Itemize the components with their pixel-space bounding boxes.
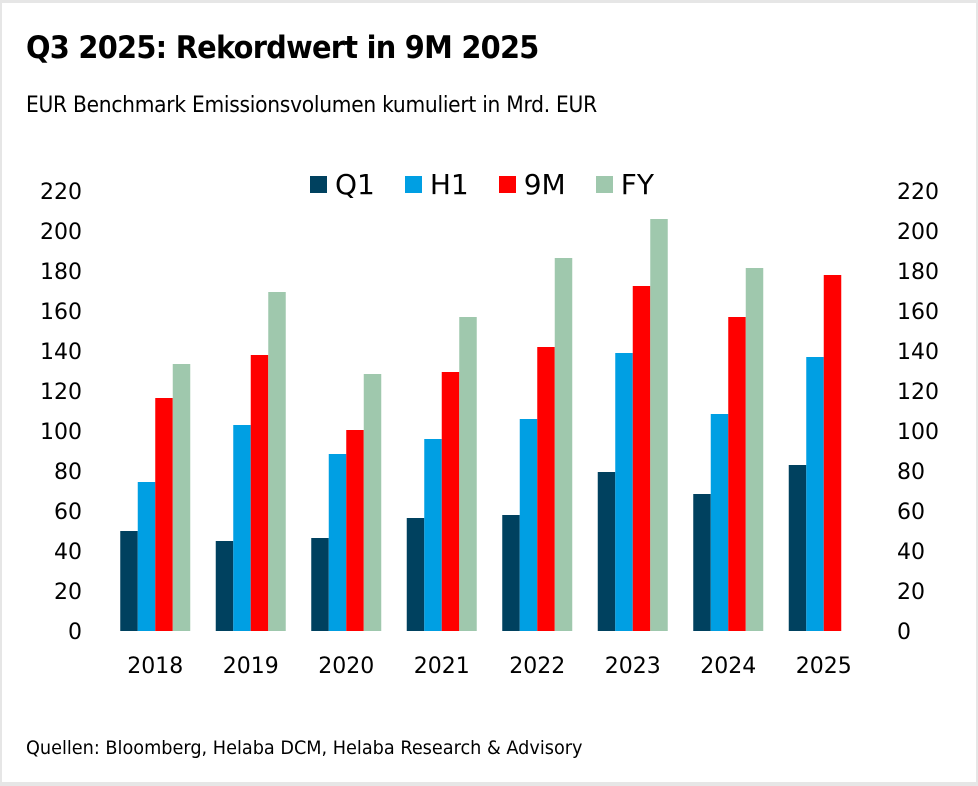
bar-h1-2018 [137, 482, 156, 631]
bar-q1-2023 [597, 472, 616, 631]
x-axis: 2018 2019 2020 2021 2022 2023 2024 2025 [127, 654, 852, 679]
x-tick-label: 2019 [223, 654, 279, 679]
legend-label-fy: FY [620, 168, 654, 201]
right-y-tick-label: 100 [897, 420, 939, 445]
left-y-tick-label: 60 [54, 500, 82, 525]
bar-h1-2023 [615, 353, 633, 631]
bar-q1-2020 [311, 538, 329, 631]
legend-label-9m: 9M [523, 168, 566, 201]
x-tick-label: 2021 [414, 654, 470, 679]
left-y-tick-label: 80 [54, 460, 82, 485]
bar-h1-2021 [424, 439, 442, 631]
left-y-tick-label: 140 [40, 340, 82, 365]
legend-item-q1: Q1 [310, 168, 375, 201]
left-y-tick-label: 20 [54, 580, 82, 605]
left-y-tick-label: 220 [40, 180, 82, 205]
source-note: Quellen: Bloomberg, Helaba DCM, Helaba R… [26, 737, 583, 759]
right-y-tick-label: 80 [897, 460, 925, 485]
bar-h1-2020 [328, 454, 347, 631]
bars [120, 219, 842, 631]
bar-fy-2020 [363, 374, 382, 631]
legend-swatch-q1 [310, 176, 327, 193]
chart-subtitle: EUR Benchmark Emissionsvolumen kumuliert… [26, 93, 597, 118]
right-y-tick-label: 120 [897, 380, 939, 405]
bar-group-2021 [406, 317, 477, 631]
bar-9m-2024 [728, 317, 746, 631]
bar-9m-2018 [155, 398, 173, 631]
legend-swatch-fy [595, 176, 613, 193]
bar-q1-2021 [406, 518, 425, 631]
bar-h1-2025 [806, 357, 824, 631]
bar-group-2018 [120, 364, 191, 631]
x-tick-label: 2025 [796, 654, 852, 679]
bar-9m-2023 [632, 286, 651, 631]
left-y-axis: 0 20 40 60 80 100 120 140 160 180 200 220 [40, 180, 82, 645]
right-y-tick-label: 220 [897, 180, 939, 205]
bar-group-2025 [788, 275, 842, 631]
x-tick-label: 2024 [700, 654, 756, 679]
left-y-tick-label: 160 [40, 300, 82, 325]
left-y-tick-label: 180 [40, 260, 82, 285]
bar-fy-2021 [459, 317, 477, 631]
bar-fy-2022 [554, 258, 573, 631]
legend-label-q1: Q1 [335, 168, 375, 201]
bar-fy-2024 [745, 268, 764, 631]
right-y-tick-label: 160 [897, 300, 939, 325]
bar-group-2019 [215, 292, 286, 631]
legend-item-fy: FY [595, 168, 654, 201]
bar-fy-2023 [650, 219, 668, 631]
left-y-tick-label: 0 [68, 620, 82, 645]
bar-9m-2020 [346, 430, 364, 631]
bar-group-2020 [311, 374, 382, 631]
right-y-axis: 0 20 40 60 80 100 120 140 160 180 200 220 [897, 180, 939, 645]
bar-h1-2022 [519, 419, 538, 631]
chart-title: Q3 2025: Rekordwert in 9M 2025 [26, 30, 539, 66]
bar-q1-2022 [502, 515, 520, 631]
legend-item-h1: H1 [404, 168, 469, 201]
bar-q1-2025 [788, 465, 807, 631]
legend-label-h1: H1 [429, 168, 469, 201]
left-y-tick-label: 120 [40, 380, 82, 405]
legend-swatch-9m [498, 176, 516, 193]
legend-swatch-h1 [404, 176, 422, 193]
left-y-tick-label: 40 [54, 540, 82, 565]
left-y-tick-label: 200 [40, 220, 82, 245]
bar-group-2023 [597, 219, 668, 631]
right-y-tick-label: 140 [897, 340, 939, 365]
bar-fy-2019 [268, 292, 286, 631]
legend-item-9m: 9M [498, 168, 566, 201]
bar-9m-2022 [537, 347, 555, 631]
bar-q1-2024 [693, 494, 711, 631]
bar-q1-2019 [215, 541, 234, 631]
right-y-tick-label: 200 [897, 220, 939, 245]
legend: Q1 H1 9M FY [310, 168, 684, 201]
bar-group-2024 [693, 268, 764, 631]
bar-fy-2018 [172, 364, 191, 631]
right-y-tick-label: 40 [897, 540, 925, 565]
bar-9m-2025 [823, 275, 842, 631]
left-y-tick-label: 100 [40, 420, 82, 445]
bar-9m-2019 [250, 355, 269, 631]
x-tick-label: 2022 [509, 654, 565, 679]
bar-9m-2021 [441, 372, 460, 631]
bar-group-2022 [502, 258, 573, 631]
bar-h1-2019 [233, 425, 251, 631]
right-y-tick-label: 20 [897, 580, 925, 605]
right-y-tick-label: 0 [897, 620, 911, 645]
bar-q1-2018 [120, 531, 138, 631]
x-tick-label: 2018 [127, 654, 183, 679]
x-tick-label: 2020 [318, 654, 374, 679]
x-tick-label: 2023 [605, 654, 661, 679]
right-y-tick-label: 180 [897, 260, 939, 285]
bar-h1-2024 [710, 414, 729, 631]
right-y-tick-label: 60 [897, 500, 925, 525]
